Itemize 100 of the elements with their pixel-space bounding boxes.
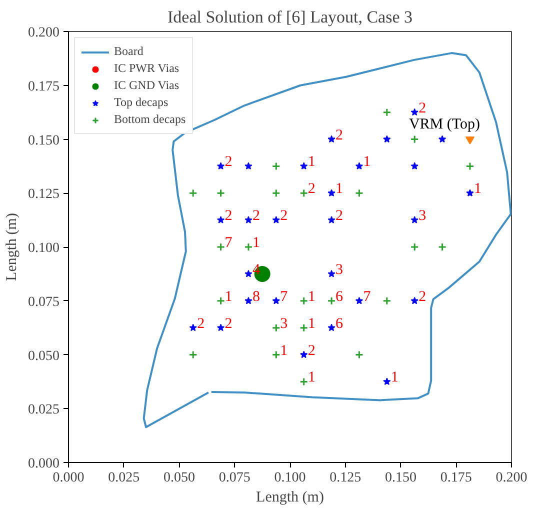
annotation: VRM (Top) <box>408 116 480 132</box>
annotation: 1 <box>308 288 316 305</box>
x-tick-label: 0.200 <box>496 470 528 486</box>
point <box>355 296 364 304</box>
y-tick-label: 0.050 <box>28 348 60 364</box>
annotation: 6 <box>336 316 344 332</box>
point <box>465 136 474 144</box>
point <box>188 350 198 359</box>
annotation: 2 <box>197 316 205 332</box>
point <box>272 216 280 224</box>
annotation: 1 <box>280 342 288 359</box>
y-tick-label: 0.000 <box>28 456 60 472</box>
point <box>272 324 280 332</box>
y-tick-label: 0.150 <box>28 133 60 148</box>
annotation: 3 <box>336 262 344 278</box>
legend-label: IC PWR Vias <box>114 61 180 76</box>
point <box>382 296 392 306</box>
x-tick-label: 0.125 <box>330 470 362 486</box>
annotation: 1 <box>308 154 316 170</box>
chart-title: Ideal Solution of [6] Layout, Case 3 <box>167 8 413 26</box>
legend-label: Top decaps <box>114 95 168 110</box>
annotation: 2 <box>224 154 232 170</box>
point <box>327 296 336 306</box>
point <box>272 162 280 170</box>
x-tick-label: 0.050 <box>164 470 195 486</box>
point <box>438 242 447 252</box>
point <box>216 242 226 252</box>
y-tick-label: 0.025 <box>28 402 60 418</box>
point <box>328 324 336 332</box>
annotation: 2 <box>418 288 426 305</box>
point <box>272 296 280 304</box>
point <box>328 270 336 278</box>
point <box>438 135 446 143</box>
annotation: 2 <box>418 100 426 116</box>
point <box>244 242 253 252</box>
annotation: 1 <box>474 181 482 198</box>
annotation: 1 <box>308 316 316 332</box>
point <box>355 162 364 170</box>
point <box>189 324 197 332</box>
legend-label: IC GND Vias <box>114 78 180 93</box>
annotation: 2 <box>280 208 288 224</box>
annotation: 1 <box>252 235 260 251</box>
point <box>410 108 418 116</box>
point <box>410 135 419 144</box>
annotation: 2 <box>224 208 232 224</box>
point <box>328 216 336 224</box>
y-tick-label: 0.175 <box>28 79 60 94</box>
point <box>383 378 391 386</box>
point <box>300 350 308 358</box>
y-tick-label: 0.100 <box>28 241 60 256</box>
point <box>300 324 308 332</box>
x-axis-title: Length (m) <box>256 490 324 506</box>
point <box>300 296 308 306</box>
annotation: 7 <box>224 235 233 251</box>
annotation: 1 <box>336 181 344 198</box>
annotation: 1 <box>224 288 232 305</box>
annotation: 2 <box>308 342 316 359</box>
point <box>328 135 336 143</box>
y-tick-label: 0.075 <box>28 294 60 310</box>
annotation: 8 <box>252 288 260 305</box>
annotation: 1 <box>363 154 371 170</box>
point <box>216 324 225 332</box>
point <box>300 377 308 386</box>
point <box>244 270 252 278</box>
point <box>300 188 308 198</box>
point <box>383 135 391 143</box>
point <box>272 188 280 198</box>
annotation: 3 <box>280 316 288 332</box>
x-tick-label: 0.000 <box>52 470 84 486</box>
point <box>216 296 226 306</box>
annotation: 2 <box>336 208 344 224</box>
x-tick-label: 0.175 <box>440 470 472 486</box>
point <box>410 296 418 304</box>
y-tick-label: 0.200 <box>28 26 60 40</box>
point <box>466 162 474 170</box>
y-tick-label: 0.125 <box>28 187 60 202</box>
annotation: 6 <box>336 288 344 305</box>
x-tick-label: 0.150 <box>385 470 416 486</box>
point <box>216 188 226 198</box>
point <box>354 188 364 198</box>
annotation: 2 <box>308 181 316 198</box>
point <box>272 350 280 359</box>
point <box>410 216 418 224</box>
legend-label: Bottom decaps <box>114 112 186 127</box>
point <box>300 162 308 170</box>
x-tick-label: 0.025 <box>108 470 140 486</box>
annotation: 2 <box>336 127 344 144</box>
point <box>244 162 252 170</box>
annotation: 7 <box>363 288 372 305</box>
point <box>410 242 419 252</box>
x-tick-label: 0.075 <box>218 470 250 486</box>
annotation: 3 <box>418 208 426 224</box>
point <box>244 296 252 304</box>
x-tick-label: 0.100 <box>274 470 306 486</box>
point <box>244 216 252 224</box>
annotation: 1 <box>390 370 398 386</box>
annotation: 2 <box>252 208 260 224</box>
point <box>188 188 198 198</box>
y-axis-title: Length (m) <box>4 213 20 281</box>
annotation: 2 <box>224 316 232 332</box>
